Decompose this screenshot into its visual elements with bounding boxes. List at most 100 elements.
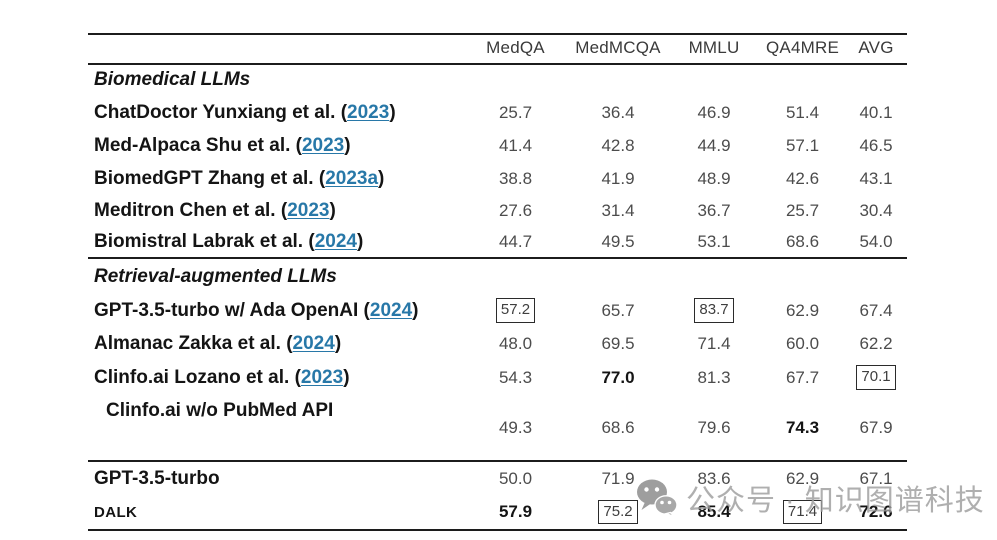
model-name-cell: BiomedGPT Zhang et al. (2023a) xyxy=(88,168,463,190)
score-cell: 68.6 xyxy=(601,418,635,437)
score-cell: 60.0 xyxy=(785,334,820,353)
table-row: GPT-3.5-turbo 50.0 71.9 83.6 62.9 67.1 xyxy=(88,462,907,495)
citation-link[interactable]: 2024 xyxy=(292,333,335,354)
score-cell: 85.4 xyxy=(697,502,731,521)
model-name-suffix: ) xyxy=(343,366,350,388)
model-name-suffix: ) xyxy=(389,101,396,123)
score-cell: 44.9 xyxy=(697,135,731,155)
model-name-suffix: ) xyxy=(329,200,336,221)
section-title: Retrieval-augmented LLMs xyxy=(94,265,337,287)
boxed-score: 71.4 xyxy=(782,499,823,525)
table-row: Biomistral Labrak et al. (2024) 44.7 49.… xyxy=(88,227,907,257)
model-name-suffix: ) xyxy=(412,299,419,321)
table-row: Clinfo.ai w/o PubMed API 49.3 68.6 79.6 … xyxy=(88,394,907,460)
score-cell: 40.1 xyxy=(859,102,893,122)
column-header-medqa: MedQA xyxy=(486,38,545,57)
model-name: Med-Alpaca Shu et al. ( xyxy=(94,134,302,156)
score-cell: 57.1 xyxy=(785,135,820,155)
model-name: Meditron Chen et al. ( xyxy=(94,200,288,221)
score-cell: 57.2 xyxy=(463,298,568,323)
table-row: ChatDoctor Yunxiang et al. (2023) 25.7 3… xyxy=(88,96,907,129)
score-cell: 62.9 xyxy=(785,468,820,488)
model-name: GPT-3.5-turbo xyxy=(94,467,220,489)
boxed-score: 75.2 xyxy=(598,499,638,525)
table-row: GPT-3.5-turbo w/ Ada OpenAI (2024) 57.2 … xyxy=(88,294,907,327)
model-name-cell: Med-Alpaca Shu et al. (2023) xyxy=(88,135,463,157)
score-cell: 71.4 xyxy=(697,334,731,353)
model-name-cell: Meditron Chen et al. (2023) xyxy=(88,200,463,222)
table-row: Clinfo.ai Lozano et al. (2023) 54.3 77.0… xyxy=(88,361,907,394)
score-cell: 48.0 xyxy=(498,334,533,353)
boxed-score: 70.1 xyxy=(856,365,896,390)
score-cell: 50.0 xyxy=(498,468,533,488)
section-row-biomedical: Biomedical LLMs xyxy=(88,64,907,96)
table-row: Med-Alpaca Shu et al. (2023) 41.4 42.8 4… xyxy=(88,129,907,162)
score-cell: 62.2 xyxy=(859,334,893,353)
score-cell: 41.9 xyxy=(601,168,635,188)
model-name-suffix: ) xyxy=(334,333,342,354)
citation-link[interactable]: 2023 xyxy=(287,200,330,221)
model-name-suffix: ) xyxy=(356,231,364,252)
score-cell: 67.1 xyxy=(859,468,893,488)
score-cell: 41.4 xyxy=(498,135,533,155)
table-header-row: MedQA MedMCQA MMLU QA4MRE AVG xyxy=(88,33,907,63)
score-cell: 46.9 xyxy=(697,102,731,122)
score-cell: 67.4 xyxy=(859,300,893,320)
model-name: Biomistral Labrak et al. ( xyxy=(94,231,315,252)
model-name: Clinfo.ai Lozano et al. ( xyxy=(94,366,301,388)
column-header-mmlu: MMLU xyxy=(688,38,740,57)
citation-link[interactable]: 2023 xyxy=(301,134,345,156)
score-cell: 65.7 xyxy=(601,300,635,320)
column-header-avg: AVG xyxy=(858,38,894,57)
model-name: DALK xyxy=(94,503,138,521)
score-cell: 54.0 xyxy=(859,232,893,251)
model-name-cell: Clinfo.ai Lozano et al. (2023) xyxy=(88,367,463,389)
score-cell: 25.7 xyxy=(785,201,820,220)
citation-link[interactable]: 2023 xyxy=(300,366,344,388)
score-cell: 36.4 xyxy=(601,102,635,122)
citation-link[interactable]: 2023 xyxy=(347,101,390,123)
citation-link[interactable]: 2023a xyxy=(325,167,379,189)
score-cell: 27.6 xyxy=(498,201,533,220)
model-name: BiomedGPT Zhang et al. ( xyxy=(94,167,326,189)
citation-link[interactable]: 2024 xyxy=(369,299,413,321)
score-cell: 62.9 xyxy=(785,300,820,320)
score-cell: 67.7 xyxy=(785,367,820,387)
model-name: GPT-3.5-turbo w/ Ada OpenAI ( xyxy=(94,299,370,321)
score-cell: 83.7 xyxy=(668,298,760,323)
score-cell: 46.5 xyxy=(859,135,893,155)
model-name-cell: ChatDoctor Yunxiang et al. (2023) xyxy=(88,102,463,124)
score-cell: 77.0 xyxy=(601,367,635,387)
score-cell: 49.3 xyxy=(498,418,533,437)
model-name-cell: Biomistral Labrak et al. (2024) xyxy=(88,231,463,253)
score-cell: 54.3 xyxy=(498,367,533,387)
score-cell: 68.6 xyxy=(785,232,820,251)
model-name-cell: GPT-3.5-turbo w/ Ada OpenAI (2024) xyxy=(88,300,463,322)
boxed-score: 83.7 xyxy=(694,298,734,323)
table-row: DALK 57.9 75.2 85.4 71.4 72.6 xyxy=(88,496,907,528)
score-cell: 36.7 xyxy=(697,201,731,220)
model-name-suffix: ) xyxy=(344,134,351,156)
score-cell: 71.4 xyxy=(760,499,845,525)
score-cell: 70.1 xyxy=(845,365,907,390)
score-cell: 67.9 xyxy=(859,418,893,437)
model-name-suffix: ) xyxy=(378,167,385,189)
model-name: ChatDoctor Yunxiang et al. ( xyxy=(94,101,348,123)
score-cell: 83.6 xyxy=(697,468,731,488)
score-cell: 25.7 xyxy=(498,102,533,122)
score-cell: 69.5 xyxy=(601,334,635,353)
score-cell: 42.6 xyxy=(785,168,820,188)
table-footer-rule xyxy=(88,460,907,462)
table-row: Meditron Chen et al. (2023) 27.6 31.4 36… xyxy=(88,195,907,227)
score-cell: 72.6 xyxy=(859,502,893,521)
score-cell: 30.4 xyxy=(859,201,893,220)
score-cell: 79.6 xyxy=(697,418,731,437)
table-row: BiomedGPT Zhang et al. (2023a) 38.8 41.9… xyxy=(88,162,907,195)
citation-link[interactable]: 2024 xyxy=(314,231,357,252)
score-cell: 57.9 xyxy=(498,502,533,521)
score-cell: 81.3 xyxy=(697,367,731,387)
column-header-qa4mre: QA4MRE xyxy=(766,38,839,57)
model-name: Clinfo.ai w/o PubMed API xyxy=(106,400,334,421)
table-header-rule xyxy=(88,63,907,65)
score-cell: 31.4 xyxy=(601,201,635,220)
